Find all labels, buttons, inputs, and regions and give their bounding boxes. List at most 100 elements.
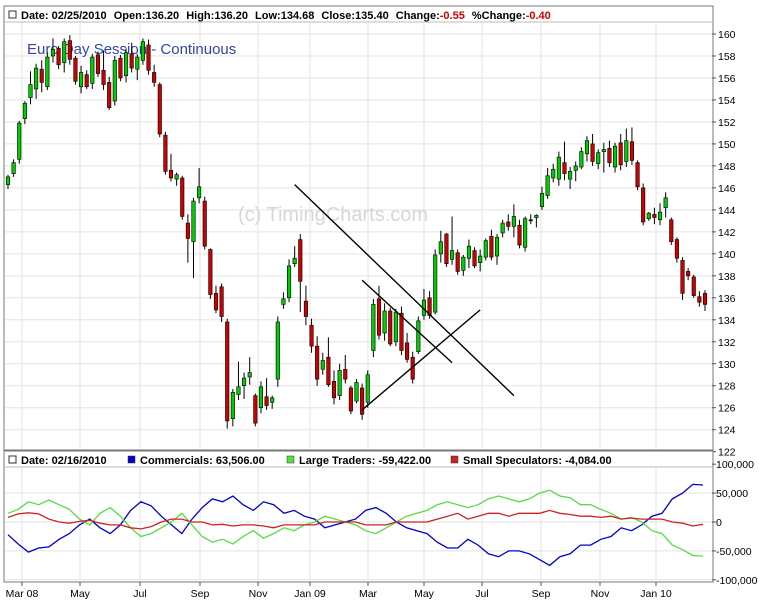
price-tick-label: 132 [718,337,736,349]
candle [466,239,471,269]
legend-small-speculators: Small Speculators: -4,084.00 [463,455,612,467]
candle [483,238,488,261]
candle [84,70,89,89]
candle [258,381,263,414]
candle [399,306,404,355]
candle [90,53,95,89]
candle-body [303,300,308,317]
candle-body [140,41,145,61]
candle [691,274,696,298]
candle-body [680,260,685,294]
candle [641,183,646,226]
candle-body [258,386,263,409]
candle-body [596,152,601,165]
x-tick-label: May [414,588,435,600]
candle-body [298,239,303,282]
candle [489,229,494,261]
candle-body [213,293,219,311]
candle [534,214,539,228]
candle-body [489,235,494,258]
candle [185,214,190,263]
candle [67,35,72,65]
candle [455,249,460,275]
candle-body [185,222,190,239]
candle [416,316,421,354]
candle-body [34,67,39,90]
candle [562,141,567,181]
candle-body [551,168,556,179]
candle-body [354,382,359,402]
candle-body [62,41,67,63]
legend-commercials: Commercials: 63,506.00 [140,455,265,467]
price-tick-label: 128 [718,381,736,393]
candle [326,337,331,387]
candle [674,237,679,263]
candle-body [135,56,140,70]
legend-commercials-value: 63,506.00 [216,455,265,467]
candle [596,149,601,170]
candle [360,383,365,420]
candle-body [168,170,174,179]
candle-body [101,69,106,85]
candle-body [438,241,443,255]
legend-small-label: Small Speculators: [463,455,562,467]
candle [607,140,612,168]
candle [579,147,584,170]
trendline [361,279,453,364]
trendline [361,309,481,411]
candle-body [292,257,297,265]
candle [315,336,320,386]
candle [348,385,353,415]
candle [163,131,168,175]
x-tick-label: Nov [591,588,610,600]
candle [601,142,606,173]
x-tick-label: Sep [191,588,210,600]
candle [11,159,16,177]
legend-large-label: Large Traders: [299,455,375,467]
candle-body [202,200,207,247]
candle-body [152,72,157,83]
candle-body [95,54,100,74]
candle [22,101,27,125]
candle-body [388,310,393,345]
candle-body [494,237,500,257]
candle [5,174,11,189]
price-tick-label: 160 [718,29,736,41]
candle-body [123,52,129,77]
candle [112,55,117,106]
candle [202,196,207,250]
candle-body [478,255,483,263]
candle [393,308,398,347]
close-label: Close: [321,10,355,22]
candle-body [219,286,224,317]
candle [230,389,235,427]
candle-body [17,122,22,160]
candle [405,332,410,363]
candle [663,192,668,218]
price-tick-label: 138 [718,271,736,283]
x-tick-label: Jul [133,588,146,600]
candle [494,234,500,265]
candle-body [686,271,691,277]
candle-body [174,174,179,180]
candle [157,82,162,138]
candle [168,153,174,182]
candle-body [450,250,455,260]
x-tick-label: Mar 08 [6,588,39,600]
candle [123,48,129,83]
candle-body [39,68,44,83]
candle [135,53,140,81]
candle [539,186,545,210]
x-tick-label: Sep [532,588,551,600]
candle-body [146,44,151,71]
candle-body [517,224,522,246]
change-label: Change: [396,10,440,22]
cot-panel: Date: 02/16/2010 Commercials: 63,506.00 … [3,450,758,587]
candle [382,303,387,341]
date-value: 02/25/2010 [52,10,107,22]
candle [500,219,505,238]
candle [101,50,106,91]
trendline-annotations [294,184,515,411]
candle-body [483,240,488,258]
